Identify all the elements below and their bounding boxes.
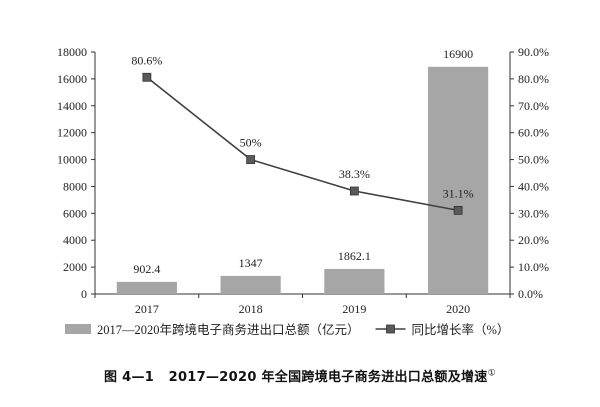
line-marker xyxy=(349,186,359,196)
bar xyxy=(324,268,385,294)
bar-data-label: 1862.1 xyxy=(338,249,371,263)
right-tick-label: 90.0% xyxy=(518,45,549,59)
x-tick-label: 2018 xyxy=(239,302,263,316)
right-tick-label: 50.0% xyxy=(518,153,549,167)
line-marker xyxy=(142,72,152,82)
bar-data-label: 902.4 xyxy=(133,262,160,276)
legend-line-label: 同比增长率（%） xyxy=(412,322,510,337)
right-tick-label: 60.0% xyxy=(518,126,549,140)
right-tick-label: 40.0% xyxy=(518,179,549,193)
legend-bar-label: 2017—2020年跨境电子商务进出口总额（亿元） xyxy=(97,322,360,337)
x-tick-label: 2020 xyxy=(446,302,470,316)
legend-bar-swatch xyxy=(65,324,91,334)
right-tick-label: 10.0% xyxy=(518,260,549,274)
footnote-mark: ① xyxy=(487,368,496,379)
bar xyxy=(428,66,489,295)
bar xyxy=(220,275,281,294)
left-tick-label: 10000 xyxy=(57,153,87,167)
growth-rate-line xyxy=(146,76,459,212)
left-tick-label: 18000 xyxy=(57,45,87,59)
left-tick-label: 0 xyxy=(81,287,87,301)
left-tick-label: 12000 xyxy=(57,126,87,140)
line-data-label: 80.6% xyxy=(131,53,162,67)
line-data-label: 38.3% xyxy=(339,167,370,181)
caption-text: 2017—2020 年全国跨境电子商务进出口总额及增速 xyxy=(168,370,488,385)
legend-line-marker xyxy=(386,324,395,334)
x-tick-label: 2017 xyxy=(135,302,159,316)
left-tick-label: 4000 xyxy=(63,233,87,247)
left-tick-label: 6000 xyxy=(63,206,87,220)
left-tick-label: 16000 xyxy=(57,72,87,86)
bar xyxy=(116,281,177,294)
figure-caption: 图 4—1 2017—2020 年全国跨境电子商务进出口总额及增速① xyxy=(0,366,600,385)
caption-label: 图 4—1 xyxy=(104,370,155,385)
line-data-label: 31.1% xyxy=(443,186,474,200)
line-marker xyxy=(453,205,463,215)
line-data-label: 50% xyxy=(240,136,262,150)
left-tick-label: 2000 xyxy=(63,260,87,274)
bar-data-label: 1347 xyxy=(239,256,263,270)
combo-chart: 0 2000 4000 6000 8000 10000 12000 14000 16000 180… xyxy=(57,45,549,337)
bar-data-label: 16900 xyxy=(443,47,473,61)
x-tick-label: 2019 xyxy=(342,302,366,316)
right-tick-label: 0.0% xyxy=(518,287,543,301)
right-tick-label: 20.0% xyxy=(518,233,549,247)
right-tick-label: 80.0% xyxy=(518,72,549,86)
right-tick-label: 30.0% xyxy=(518,206,549,220)
right-tick-label: 70.0% xyxy=(518,99,549,113)
line-marker xyxy=(246,155,256,164)
left-tick-label: 8000 xyxy=(63,179,87,193)
left-tick-label: 14000 xyxy=(57,99,87,113)
